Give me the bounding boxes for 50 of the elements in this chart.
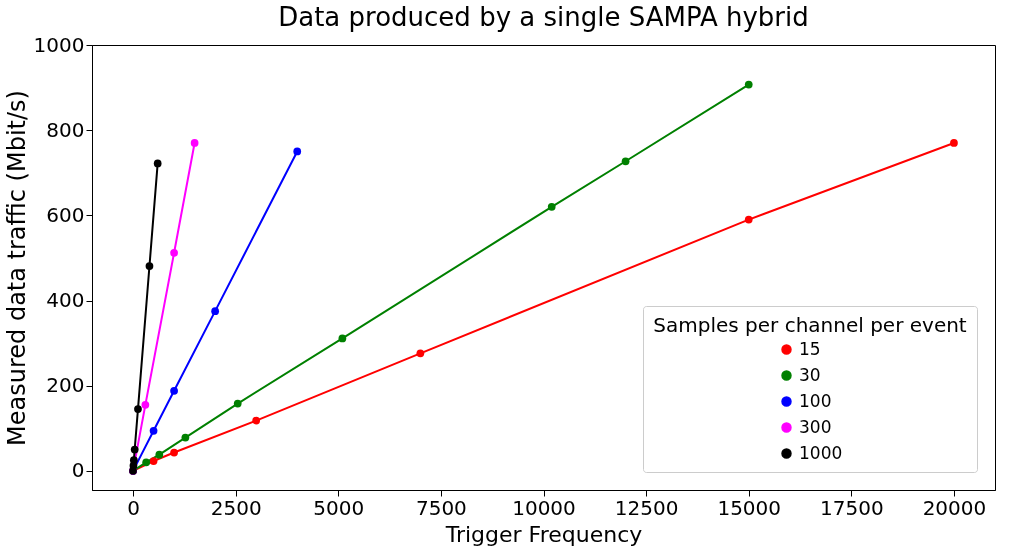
- point: [170, 248, 178, 257]
- point: [153, 159, 162, 168]
- point: [744, 215, 753, 224]
- point: [155, 450, 164, 459]
- point: [141, 400, 150, 409]
- point: [338, 334, 347, 343]
- point: [233, 399, 242, 408]
- legend-label: 300: [799, 416, 832, 437]
- point: [252, 416, 261, 425]
- x-tick-label: 5000: [313, 495, 365, 520]
- point: [170, 386, 178, 395]
- point: [134, 405, 142, 413]
- y-tick-label: 600: [46, 202, 85, 227]
- x-tick-label: 2500: [210, 495, 262, 520]
- x-tick-label: 0: [127, 495, 140, 520]
- x-tick-label: 20000: [922, 495, 987, 520]
- y-axis-title: Measured data traffic (Mbit/s): [2, 90, 31, 446]
- legend-label: 15: [799, 338, 821, 359]
- point: [744, 80, 753, 89]
- x-tick-label: 17500: [820, 495, 884, 520]
- point: [211, 307, 220, 316]
- legend-label: 1000: [799, 442, 843, 463]
- point: [621, 157, 630, 166]
- point: [190, 139, 199, 147]
- chart-title: Data produced by a single SAMPA hybrid: [278, 2, 809, 32]
- point: [170, 448, 178, 457]
- y-tick-label: 200: [46, 373, 85, 398]
- point: [145, 262, 154, 270]
- x-tick-label: 7500: [415, 495, 467, 520]
- point: [181, 433, 190, 442]
- point: [293, 147, 302, 156]
- y-tick-label: 800: [46, 117, 85, 142]
- legend-label: 100: [799, 390, 832, 411]
- point: [142, 458, 151, 467]
- point: [149, 426, 158, 435]
- x-tick-label: 15000: [717, 495, 782, 520]
- point: [129, 456, 138, 465]
- legend-title: Samples per channel per event: [653, 313, 967, 337]
- legend-label: 30: [799, 364, 821, 385]
- point: [950, 139, 958, 147]
- point: [547, 202, 556, 211]
- y-tick-label: 400: [46, 288, 85, 312]
- x-tick-label: 10000: [512, 495, 576, 520]
- point: [416, 349, 425, 358]
- point: [149, 457, 158, 465]
- point: [130, 445, 139, 454]
- y-tick-label: 0: [71, 458, 85, 483]
- x-axis-title: Trigger Frequency: [444, 521, 643, 547]
- x-tick-label: 12500: [614, 495, 679, 520]
- y-tick-label: 1000: [33, 32, 85, 57]
